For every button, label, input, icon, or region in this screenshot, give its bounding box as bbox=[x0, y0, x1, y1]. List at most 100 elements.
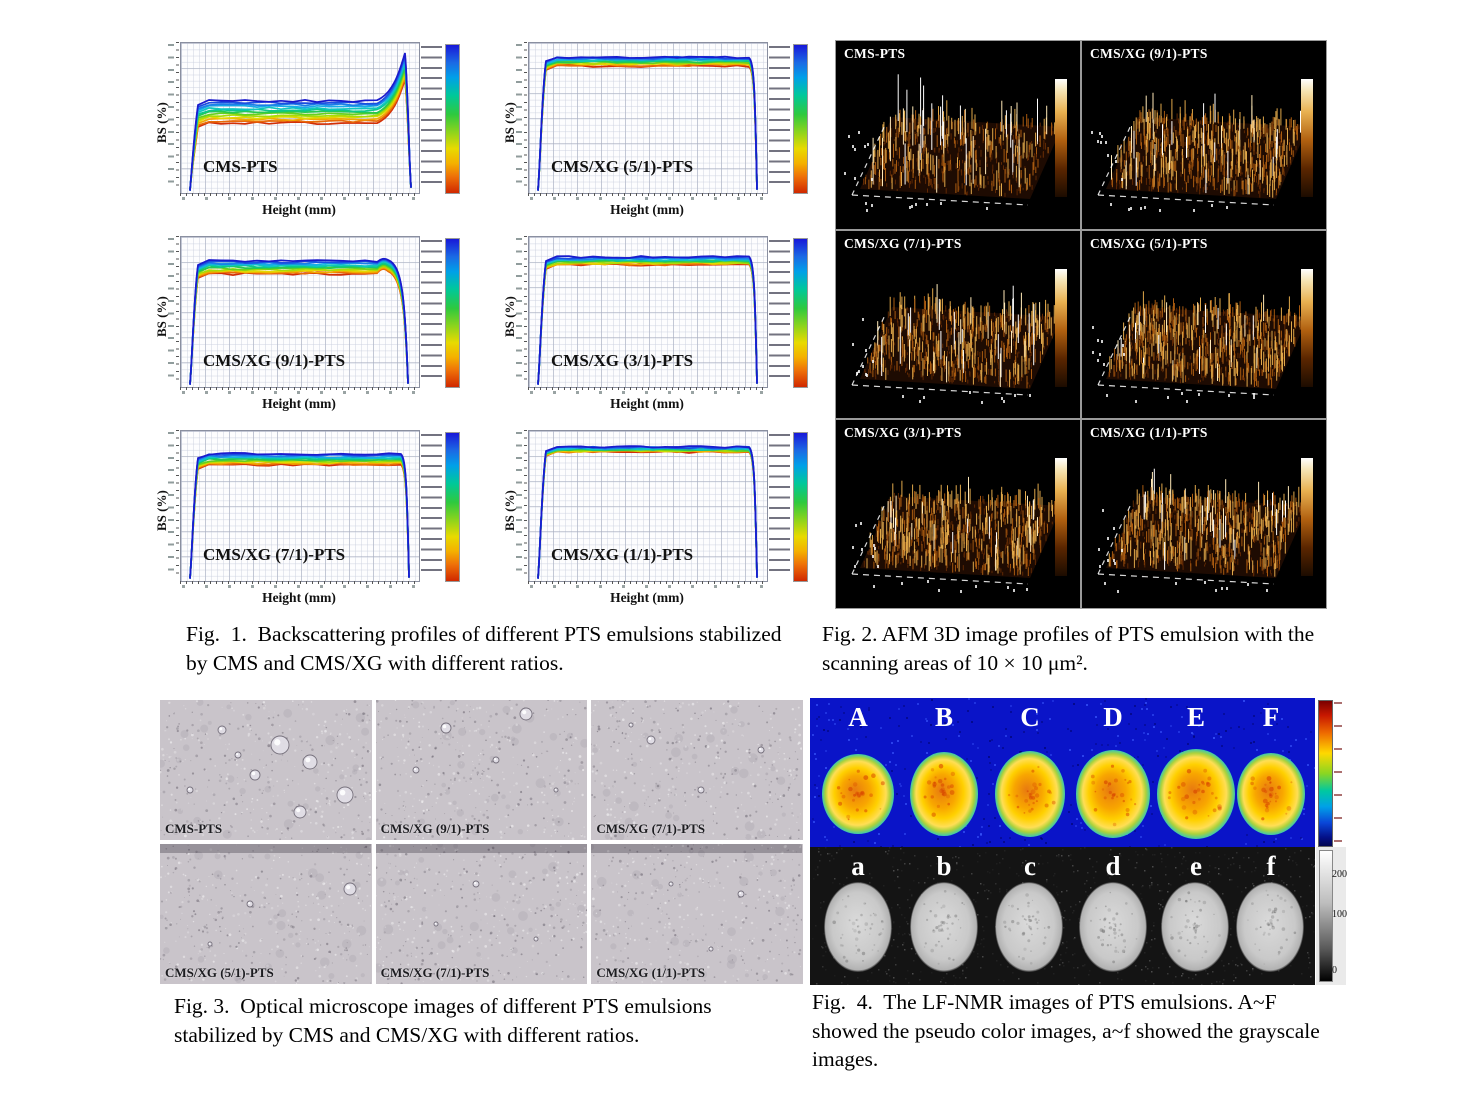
height-colorbar bbox=[1301, 79, 1313, 197]
time-legend-colorbar bbox=[445, 432, 460, 582]
grayscale-gradient bbox=[1319, 850, 1333, 982]
fig1-caption: Fig. 1. Backscattering profiles of diffe… bbox=[186, 622, 782, 675]
y-axis-ticks bbox=[176, 42, 179, 192]
x-axis-tick-numbers bbox=[182, 391, 416, 394]
sample-letter-D: D bbox=[1103, 702, 1123, 732]
sample-letter-E: E bbox=[1186, 702, 1205, 732]
x-axis-ticks bbox=[180, 193, 418, 196]
sample-letter-d: d bbox=[1105, 851, 1121, 881]
height-colorbar bbox=[1055, 458, 1067, 577]
fig4-caption: Fig. 4. The LF-NMR images of PTS emulsio… bbox=[812, 990, 1320, 1072]
panel-label: CMS-PTS bbox=[844, 46, 906, 61]
afm-panel-cms-xg-5-1: CMS/XG (5/1)-PTS bbox=[1082, 230, 1326, 419]
x-axis-label: Height (mm) bbox=[610, 202, 684, 217]
bs-panel-cms-xg-5-1: BS (%) CMS/XG (5/1)-PTS Height (mm) bbox=[500, 38, 832, 230]
y-axis-tick-numbers bbox=[168, 432, 174, 580]
bs-panel-cms-xg-9-1: BS (%) CMS/XG (9/1)-PTS Height (mm) bbox=[152, 232, 484, 424]
fig3-caption: Fig. 3. Optical microscope images of dif… bbox=[174, 994, 712, 1047]
height-colorbar bbox=[1055, 79, 1067, 197]
pseudo-colorbar bbox=[1318, 700, 1333, 847]
x-axis-label: Height (mm) bbox=[262, 202, 336, 217]
micro-panel-cms-xg-7-1-b: CMS/XG (7/1)-PTS bbox=[375, 844, 588, 984]
afm-panel-cms-xg-7-1: CMS/XG (7/1)-PTS bbox=[836, 230, 1080, 419]
curve-label: CMS-PTS bbox=[203, 157, 278, 176]
panel-label: CMS/XG (7/1)-PTS bbox=[596, 821, 706, 836]
pseudo-colorbar-ticks bbox=[1334, 702, 1342, 843]
time-legend-colorbar bbox=[445, 238, 460, 388]
x-axis-tick-numbers bbox=[530, 391, 764, 394]
micro-panel-cms-xg-7-1: CMS/XG (7/1)-PTS bbox=[591, 700, 803, 840]
curve-label: CMS/XG (7/1)-PTS bbox=[203, 545, 346, 564]
x-axis-label: Height (mm) bbox=[262, 396, 336, 411]
plot-area: CMS/XG (3/1)-PTS bbox=[528, 236, 768, 388]
y-axis-tick-numbers bbox=[168, 44, 174, 192]
sample-letter-c: c bbox=[1024, 851, 1036, 881]
y-axis-tick-numbers bbox=[168, 238, 174, 386]
panel-label: CMS/XG (9/1)-PTS bbox=[1090, 46, 1208, 61]
afm-panel-cms-xg-9-1: CMS/XG (9/1)-PTS bbox=[1082, 41, 1326, 229]
panel-label: CMS/XG (3/1)-PTS bbox=[844, 425, 962, 441]
time-legend-colorbar bbox=[793, 432, 808, 582]
curve-label: CMS/XG (9/1)-PTS bbox=[203, 351, 346, 370]
micro-panel-cms-xg-5-1: CMS/XG (5/1)-PTS bbox=[160, 844, 372, 984]
panel-label: CMS/XG (1/1)-PTS bbox=[1090, 425, 1208, 441]
x-axis-tick-numbers bbox=[530, 585, 764, 588]
fig4-pseudo-color-panel: A B C D E F bbox=[810, 698, 1315, 847]
sample-letter-a: a bbox=[851, 851, 865, 881]
time-legend-labels bbox=[769, 434, 790, 578]
x-axis-ticks bbox=[180, 581, 418, 584]
afm-panel-cms-xg-3-1: CMS/XG (3/1)-PTS bbox=[836, 420, 1080, 608]
curve-label: CMS/XG (3/1)-PTS bbox=[551, 351, 694, 370]
x-axis-tick-numbers bbox=[530, 197, 764, 200]
fig2-afm-grid: CMS-PTS CMS/XG (9/1)-PTS CMS/XG (7/1)-PT… bbox=[835, 40, 1327, 609]
height-colorbar bbox=[1055, 268, 1067, 387]
y-axis-tick-numbers bbox=[516, 238, 522, 386]
time-legend-labels bbox=[769, 46, 790, 190]
plot-area: CMS-PTS bbox=[180, 42, 420, 194]
bs-panel-cms-xg-3-1: BS (%) CMS/XG (3/1)-PTS Height (mm) bbox=[500, 232, 832, 424]
fig2-caption: Fig. 2. AFM 3D image profiles of PTS emu… bbox=[822, 622, 1315, 675]
time-legend-colorbar bbox=[445, 44, 460, 194]
height-colorbar bbox=[1301, 268, 1313, 387]
time-legend-colorbar bbox=[793, 44, 808, 194]
fig3-microscope-grid: CMS-PTS CMS/XG (9/1)-PTS CMS/XG (7/1)-PT… bbox=[160, 700, 803, 984]
x-axis-label: Height (mm) bbox=[610, 590, 684, 605]
time-legend-colorbar bbox=[793, 238, 808, 388]
y-axis-tick-numbers bbox=[516, 432, 522, 580]
curve-label: CMS/XG (5/1)-PTS bbox=[551, 157, 694, 176]
fig4-grayscale-panel: a b c d e f bbox=[810, 847, 1315, 985]
height-colorbar bbox=[1301, 458, 1313, 577]
x-axis-tick-numbers bbox=[182, 197, 416, 200]
gray-tick-200: 200 bbox=[1332, 869, 1347, 880]
gray-tick-0: 0 bbox=[1332, 965, 1337, 976]
plot-area: CMS/XG (5/1)-PTS bbox=[528, 42, 768, 194]
micro-panel-cms-pts: CMS-PTS bbox=[160, 700, 372, 840]
sample-letter-b: b bbox=[936, 851, 952, 881]
sample-letter-e: e bbox=[1190, 851, 1202, 881]
afm-panel-cms-xg-1-1: CMS/XG (1/1)-PTS bbox=[1082, 420, 1326, 608]
sample-letter-C: C bbox=[1020, 702, 1040, 732]
x-axis-label: Height (mm) bbox=[262, 590, 336, 605]
panel-label: CMS/XG (7/1)-PTS bbox=[844, 235, 962, 251]
y-axis-ticks bbox=[176, 236, 179, 386]
panel-label: CMS/XG (1/1)-PTS bbox=[596, 965, 706, 980]
time-legend-labels bbox=[421, 46, 442, 190]
bs-panel-cms-xg-7-1: BS (%) CMS/XG (7/1)-PTS Height (mm) bbox=[152, 426, 484, 618]
x-axis-ticks bbox=[528, 193, 766, 196]
x-axis-label: Height (mm) bbox=[610, 396, 684, 411]
y-axis-ticks bbox=[524, 42, 527, 192]
panel-label: CMS/XG (9/1)-PTS bbox=[380, 821, 490, 836]
gray-tick-100: 100 bbox=[1332, 909, 1347, 920]
micro-panel-cms-xg-9-1: CMS/XG (9/1)-PTS bbox=[375, 700, 588, 840]
panel-label: CMS/XG (5/1)-PTS bbox=[165, 965, 274, 980]
y-axis-tick-numbers bbox=[516, 44, 522, 192]
panel-label: CMS/XG (5/1)-PTS bbox=[1090, 235, 1208, 251]
y-axis-ticks bbox=[524, 430, 527, 580]
micro-panel-cms-xg-1-1: CMS/XG (1/1)-PTS bbox=[591, 844, 803, 984]
time-legend-labels bbox=[421, 240, 442, 384]
panel-label: CMS/XG (7/1)-PTS bbox=[380, 965, 490, 980]
plot-area: CMS/XG (9/1)-PTS bbox=[180, 236, 420, 388]
sample-letter-f: f bbox=[1266, 851, 1276, 881]
x-axis-ticks bbox=[528, 387, 766, 390]
